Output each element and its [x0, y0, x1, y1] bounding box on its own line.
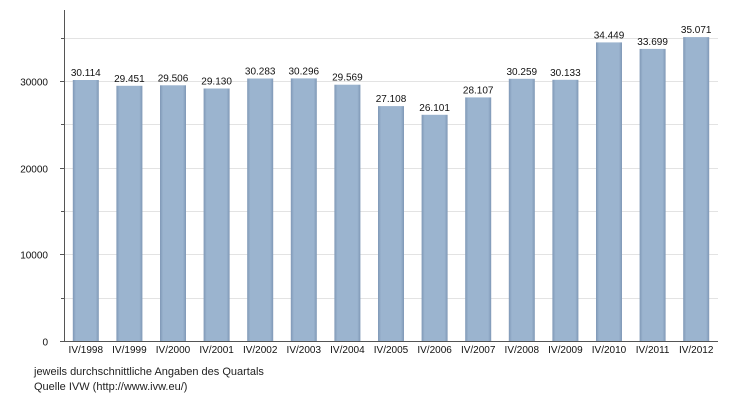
y-tick-label: 0	[42, 338, 48, 349]
x-tick-label: IV/1999	[112, 345, 147, 356]
y-tick-label: 20000	[20, 165, 48, 176]
bar-value-label: 33.699	[637, 37, 668, 48]
bar	[72, 80, 99, 341]
footnote-average-note: jeweils durchschnittliche Angaben des Qu…	[34, 366, 264, 378]
bar-value-label: 30.296	[289, 66, 320, 77]
bar	[683, 37, 710, 341]
bar-value-label: 35.071	[681, 25, 712, 36]
bar	[203, 88, 230, 341]
bar-value-label: 30.259	[507, 67, 538, 78]
bar	[160, 85, 186, 341]
bar-value-label: 27.108	[376, 94, 407, 105]
bar	[290, 78, 317, 342]
x-tick-label: IV/2011	[636, 345, 670, 356]
bar	[421, 114, 448, 341]
x-tick-label: IV/2006	[417, 345, 452, 356]
bar-value-label: 28.107	[463, 85, 494, 96]
x-tick-label: IV/2009	[548, 345, 583, 356]
x-tick-label: IV/2004	[330, 345, 365, 356]
y-tick-label: 30000	[20, 78, 48, 89]
bar-value-label: 30.283	[245, 67, 276, 78]
bar-value-label: 30.114	[71, 68, 101, 79]
x-tick-label: IV/2002	[243, 345, 278, 356]
y-tick-label: 10000	[20, 251, 48, 262]
bar	[247, 78, 274, 341]
bars: 30.114 29.451 29.506 29.130 30.283 30.296 29.5…	[71, 25, 712, 342]
bar-value-label: 30.133	[550, 68, 581, 79]
bar	[116, 85, 143, 341]
x-tick-label: IV/2001	[199, 345, 234, 356]
bar-value-label: 29.506	[158, 73, 189, 84]
x-tick-label: IV/2008	[505, 345, 540, 356]
bar-value-label: 26.101	[419, 103, 450, 114]
x-tick-label: IV/2000	[156, 345, 191, 356]
bar	[378, 106, 404, 341]
x-tick-label: IV/2012	[679, 345, 714, 356]
bar-value-label: 29.569	[332, 73, 363, 84]
bar	[552, 79, 579, 342]
bar-value-label: 29.451	[114, 74, 145, 85]
bar	[334, 84, 361, 341]
x-tick-label: IV/2007	[461, 345, 496, 356]
bar	[465, 97, 492, 342]
bar-value-label: 29.130	[201, 77, 232, 88]
axes: IV/1998 IV/1999 IV/2000 IV/2001 IV/2002 IV/20…	[20, 10, 718, 356]
footnote-source: Quelle IVW (http://www.ivw.eu/)	[34, 381, 188, 393]
bar-chart: 30.114 29.451 29.506 29.130 30.283 30.296 29.5…	[20, 10, 718, 356]
x-tick-label: IV/2005	[374, 345, 409, 356]
bar-value-label: 34.449	[594, 30, 625, 41]
x-tick-label: IV/2003	[287, 345, 322, 356]
bar	[596, 42, 622, 342]
bar	[639, 48, 666, 342]
x-tick-label: IV/1998	[69, 345, 104, 356]
bar	[508, 78, 535, 342]
x-tick-label: IV/2010	[592, 345, 627, 356]
